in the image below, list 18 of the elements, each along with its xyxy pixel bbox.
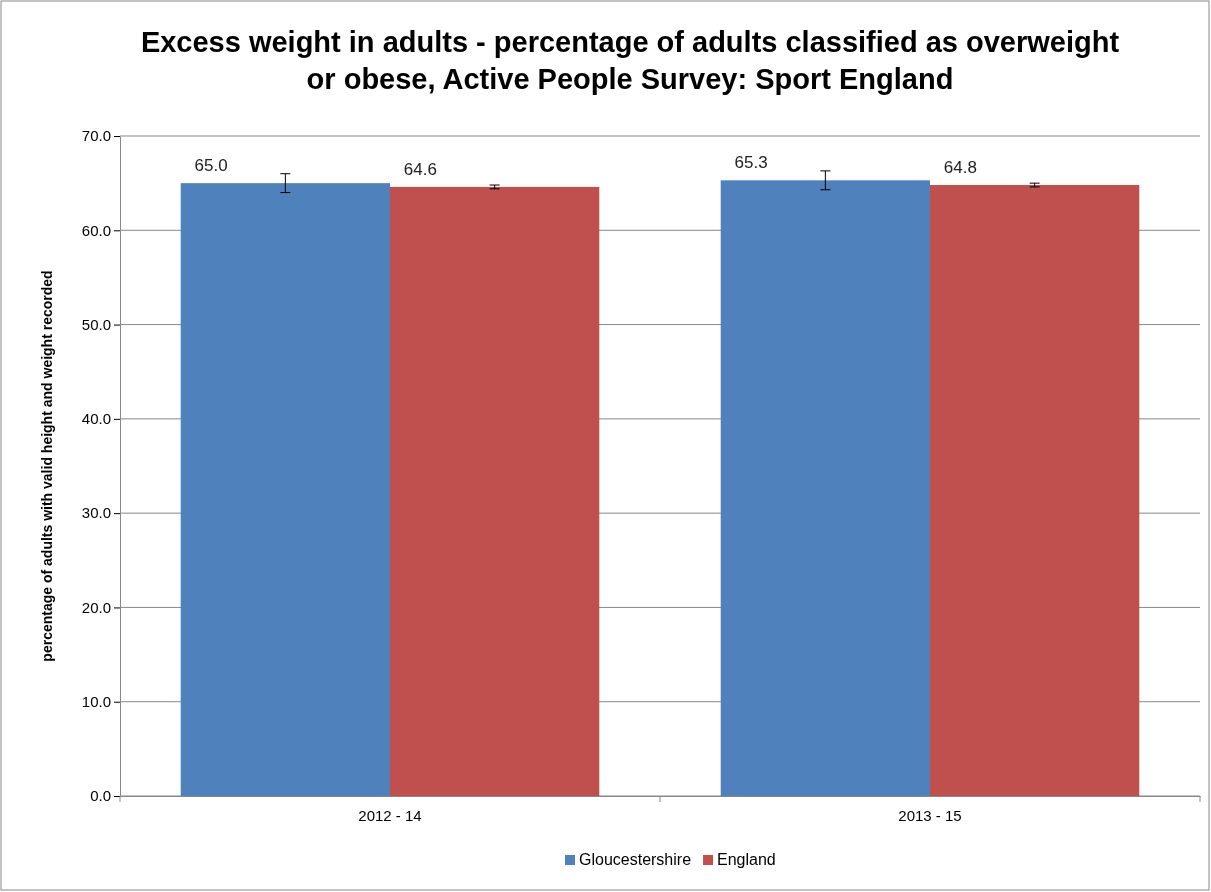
y-tick-label: 60.0 xyxy=(81,221,111,239)
x-tick-label: 2012 - 14 xyxy=(358,806,422,824)
legend-label: England xyxy=(717,851,776,868)
y-tick-label: 20.0 xyxy=(81,598,111,616)
data-label: 65.3 xyxy=(734,153,768,173)
chart-title: Excess weight in adults - percentage of adults classified as overweight or obese, Active People Survey: Sport England xyxy=(140,26,1120,95)
x-tick-label: 2013 - 15 xyxy=(898,806,962,824)
y-tick-label: 70.0 xyxy=(81,127,111,145)
y-tick-label: 40.0 xyxy=(81,410,111,428)
y-tick-label: 50.0 xyxy=(81,315,111,333)
y-tick-label: 30.0 xyxy=(81,504,111,522)
y-tick-label: 0.0 xyxy=(90,787,111,805)
y-axis-title: percentage of adults with valid height and weight recorded xyxy=(39,270,55,662)
data-label: 64.6 xyxy=(403,159,437,179)
data-label: 65.0 xyxy=(194,156,228,176)
data-label: 64.8 xyxy=(943,158,977,178)
legend-label: Gloucestershire xyxy=(579,851,692,868)
y-tick-label: 10.0 xyxy=(81,693,111,711)
